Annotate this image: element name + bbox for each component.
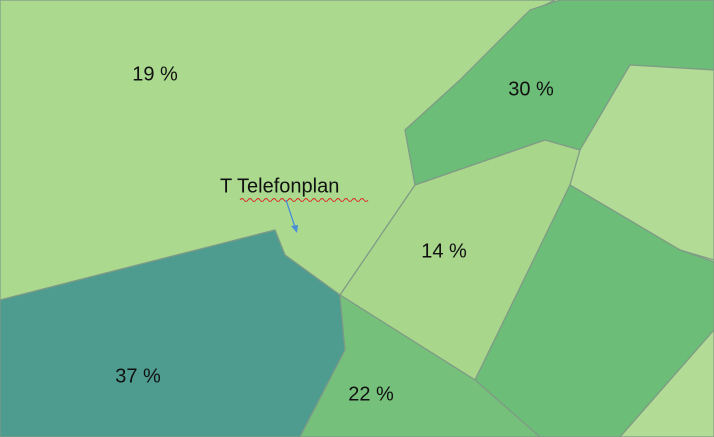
station-label: T Telefonplan bbox=[220, 175, 339, 197]
region-label: 22 % bbox=[348, 383, 394, 405]
region-label: 30 % bbox=[508, 78, 554, 100]
region-area bbox=[299, 293, 541, 437]
region-label: 37 % bbox=[115, 365, 161, 387]
region-label: 14 % bbox=[421, 240, 467, 262]
region-label: 19 % bbox=[132, 63, 178, 85]
spell-underline bbox=[239, 198, 369, 202]
pointer-arrow bbox=[285, 199, 296, 228]
pointer-arrow-head bbox=[291, 225, 298, 233]
region-area bbox=[619, 329, 714, 437]
